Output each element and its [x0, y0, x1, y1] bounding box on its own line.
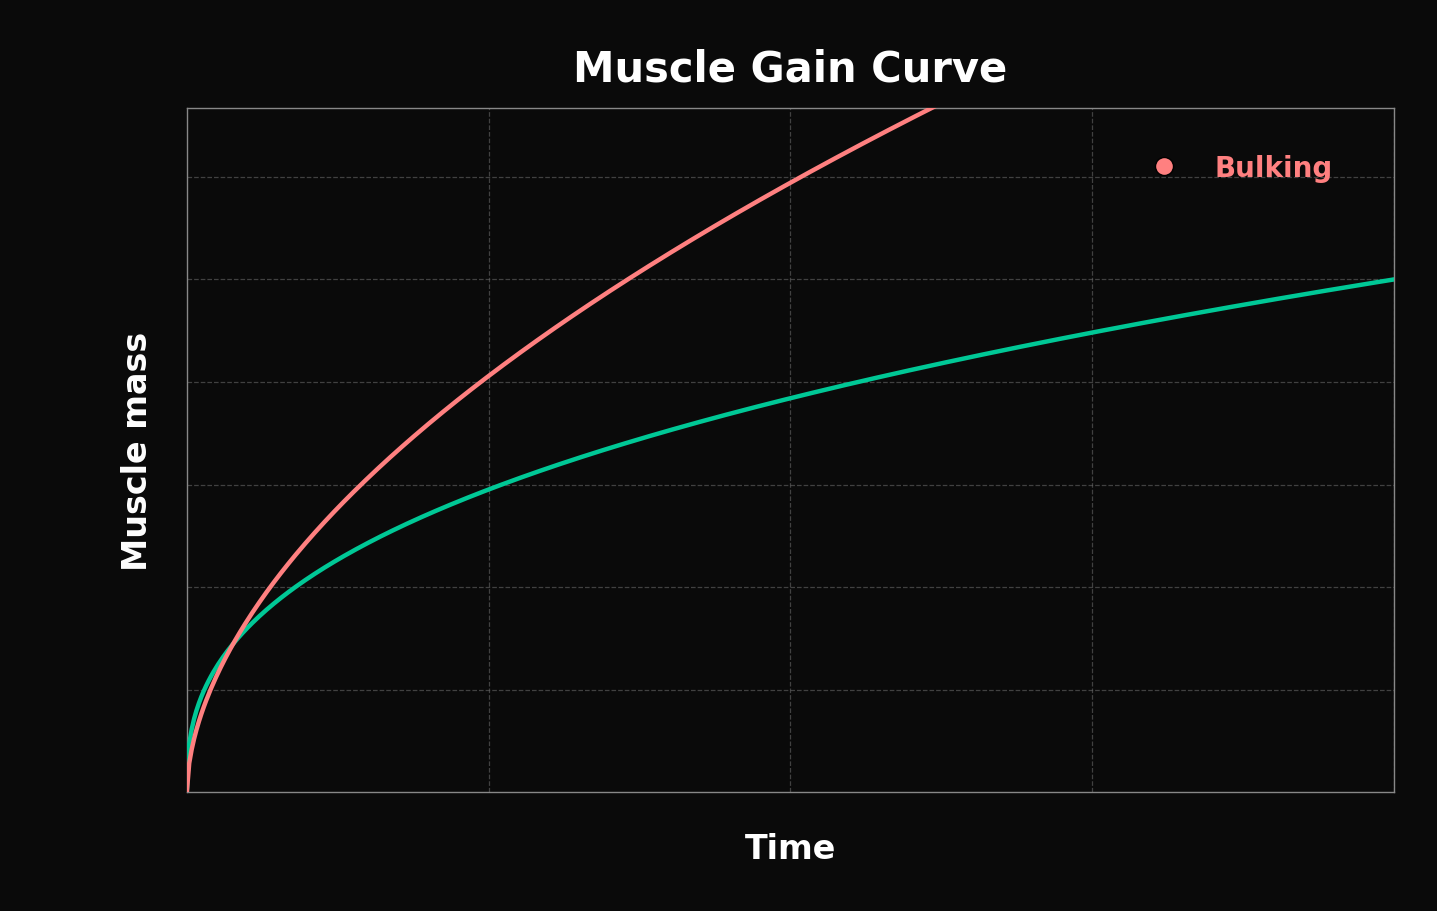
Y-axis label: Muscle mass: Muscle mass	[121, 332, 154, 570]
Legend: Bulking: Bulking	[1125, 144, 1344, 194]
Title: Muscle Gain Curve: Muscle Gain Curve	[573, 48, 1007, 90]
X-axis label: Time: Time	[744, 832, 836, 865]
